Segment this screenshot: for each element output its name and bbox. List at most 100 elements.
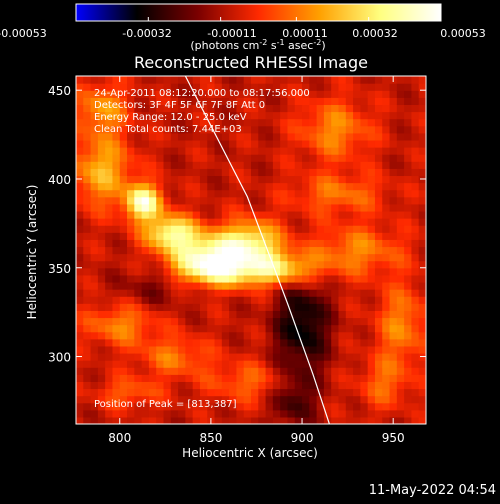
- heatmap-pixel: [272, 274, 281, 283]
- heatmap-pixel: [170, 104, 179, 113]
- heatmap-pixel: [309, 154, 318, 162]
- heatmap-pixel: [382, 409, 391, 418]
- heatmap-pixel: [207, 161, 216, 169]
- heatmap-pixel: [207, 253, 216, 262]
- heatmap-pixel: [97, 338, 106, 347]
- heatmap-pixel: [345, 104, 354, 113]
- heatmap-pixel: [141, 253, 150, 262]
- heatmap-pixel: [127, 104, 135, 113]
- heatmap-pixel: [178, 90, 186, 98]
- heatmap-pixel: [258, 367, 267, 375]
- heatmap-pixel: [229, 118, 238, 127]
- heatmap-pixel: [294, 189, 303, 198]
- heatmap-pixel: [374, 196, 383, 205]
- heatmap-pixel: [127, 83, 135, 91]
- heatmap-pixel: [90, 218, 99, 226]
- heatmap-pixel: [323, 274, 332, 283]
- heatmap-pixel: [148, 118, 157, 127]
- heatmap-pixel: [141, 175, 150, 184]
- heatmap-pixel: [272, 267, 281, 276]
- heatmap-pixel: [97, 168, 106, 177]
- heatmap-pixel: [127, 381, 135, 390]
- heatmap-pixel: [251, 253, 259, 262]
- heatmap-pixel: [112, 374, 121, 382]
- heatmap-pixel: [338, 324, 347, 333]
- heatmap-pixel: [280, 189, 289, 198]
- heatmap-pixel: [221, 168, 230, 177]
- heatmap-pixel: [294, 246, 303, 255]
- heatmap-pixel: [221, 352, 230, 361]
- heatmap-pixel: [170, 203, 179, 212]
- heatmap-pixel: [367, 367, 376, 375]
- heatmap-pixel: [83, 331, 92, 340]
- heatmap-pixel: [243, 395, 252, 404]
- heatmap-pixel: [353, 367, 361, 375]
- heatmap-pixel: [76, 289, 84, 297]
- heatmap-pixel: [199, 154, 208, 162]
- heatmap-pixel: [309, 303, 318, 311]
- heatmap-pixel: [236, 395, 245, 404]
- heatmap-pixel: [83, 381, 92, 390]
- heatmap-pixel: [76, 388, 84, 397]
- heatmap-pixel: [251, 289, 259, 297]
- heatmap-pixel: [418, 253, 426, 262]
- heatmap-pixel: [199, 104, 208, 113]
- heatmap-pixel: [134, 147, 143, 155]
- heatmap-pixel: [353, 104, 361, 113]
- heatmap-pixel: [265, 338, 274, 347]
- heatmap-pixel: [404, 367, 413, 375]
- heatmap-pixel: [243, 409, 252, 418]
- heatmap-pixel: [178, 118, 186, 127]
- heatmap-pixel: [302, 210, 310, 219]
- heatmap-pixel: [294, 168, 303, 177]
- heatmap-pixel: [148, 83, 157, 91]
- heatmap-pixel: [360, 367, 369, 375]
- heatmap-pixel: [338, 246, 347, 255]
- heatmap-pixel: [323, 409, 332, 418]
- heatmap-pixel: [396, 331, 405, 340]
- heatmap-pixel: [141, 381, 150, 390]
- heatmap-pixel: [170, 345, 179, 354]
- heatmap-pixel: [97, 203, 106, 212]
- heatmap-pixel: [105, 168, 114, 177]
- heatmap-pixel: [331, 161, 340, 169]
- heatmap-pixel: [156, 324, 165, 333]
- heatmap-pixel: [331, 83, 340, 91]
- heatmap-pixel: [134, 416, 143, 424]
- heatmap-pixel: [302, 303, 310, 311]
- heatmap-pixel: [258, 324, 267, 333]
- heatmap-pixel: [192, 203, 201, 212]
- heatmap-pixel: [309, 225, 318, 233]
- heatmap-pixel: [316, 218, 325, 226]
- heatmap-pixel: [163, 125, 172, 134]
- heatmap-pixel: [353, 338, 361, 347]
- heatmap-pixel: [251, 175, 259, 184]
- heatmap-pixel: [287, 317, 296, 326]
- heatmap-pixel: [83, 310, 92, 319]
- heatmap-pixel: [360, 338, 369, 347]
- heatmap-pixel: [345, 232, 354, 240]
- heatmap-pixel: [251, 168, 259, 177]
- heatmap-pixel: [127, 416, 135, 424]
- heatmap-pixel: [316, 296, 325, 304]
- heatmap-pixel: [404, 388, 413, 397]
- colorbar-tick-label: -0.00011: [207, 27, 256, 40]
- heatmap-pixel: [148, 416, 157, 424]
- heatmap-pixel: [338, 203, 347, 212]
- heatmap-pixel: [178, 189, 186, 198]
- heatmap-pixel: [323, 111, 332, 120]
- heatmap-pixel: [309, 402, 318, 411]
- heatmap-pixel: [265, 125, 274, 134]
- heatmap-pixel: [170, 267, 179, 276]
- heatmap-pixel: [163, 274, 172, 283]
- heatmap-pixel: [141, 345, 150, 354]
- heatmap-pixel: [148, 345, 157, 354]
- heatmap-pixel: [258, 83, 267, 91]
- heatmap-pixel: [418, 345, 426, 354]
- heatmap-pixel: [338, 289, 347, 297]
- heatmap-pixel: [323, 225, 332, 233]
- heatmap-pixel: [309, 218, 318, 226]
- heatmap-pixel: [280, 345, 289, 354]
- heatmap-pixel: [272, 147, 281, 155]
- heatmap-pixel: [83, 76, 92, 84]
